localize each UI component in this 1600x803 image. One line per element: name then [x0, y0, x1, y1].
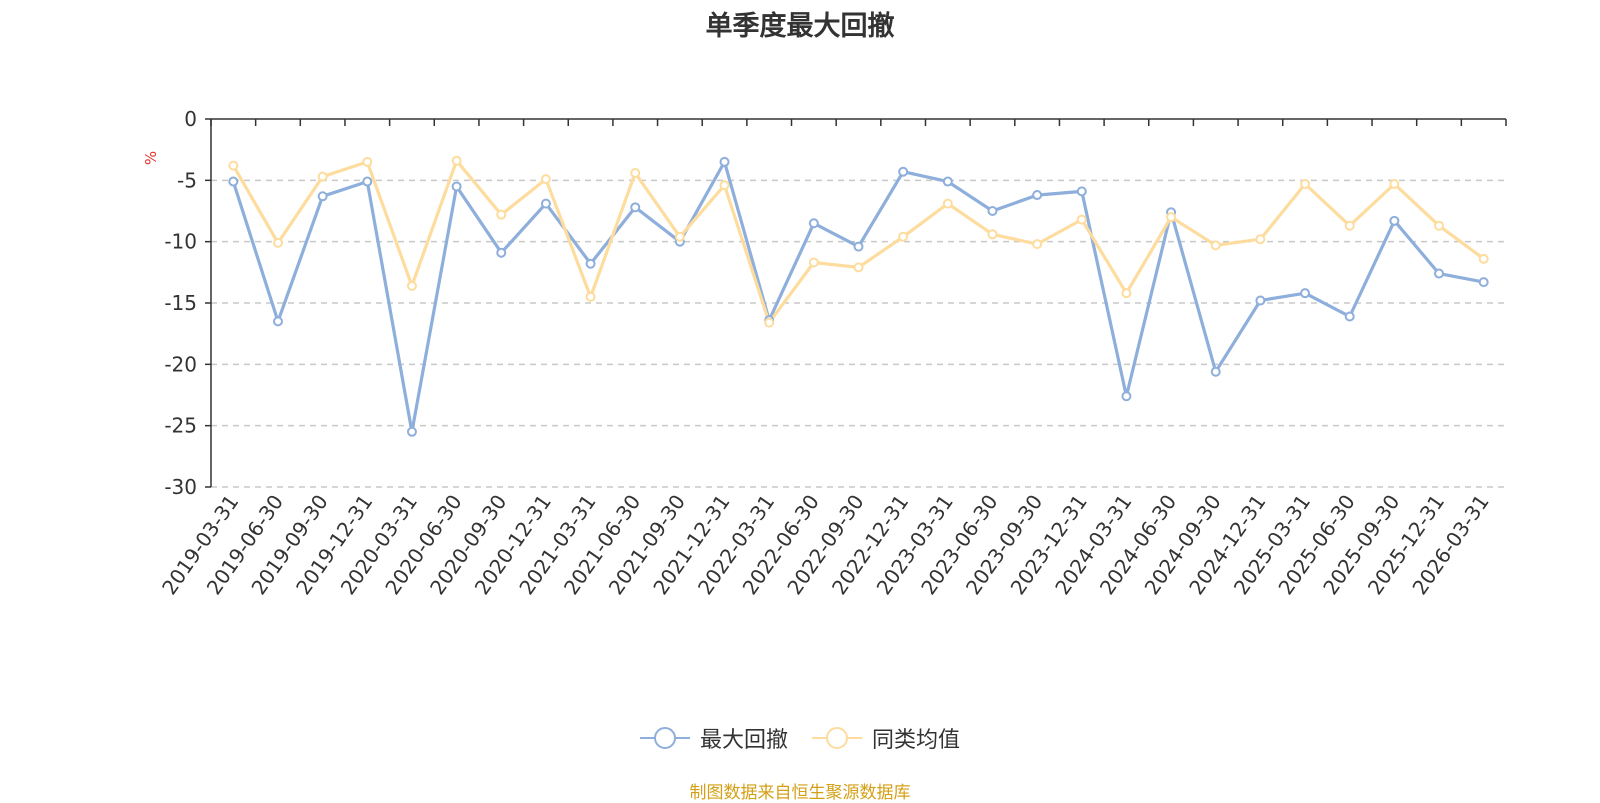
y-tick-label: -10 [164, 230, 197, 254]
data-point-series-1[interactable] [1300, 288, 1311, 299]
y-tick-label: -15 [164, 291, 197, 315]
source-note: 制图数据来自恒生聚源数据库 [689, 783, 911, 803]
data-point-series-2[interactable] [1210, 240, 1221, 251]
data-point-series-2[interactable] [898, 231, 909, 242]
legend-line-circle-icon [812, 727, 862, 749]
data-point-series-2[interactable] [1300, 179, 1311, 190]
data-point-series-2[interactable] [1032, 239, 1043, 250]
data-point-series-2[interactable] [630, 167, 641, 178]
data-point-series-2[interactable] [451, 155, 462, 166]
data-point-series-1[interactable] [808, 218, 819, 229]
data-point-series-2[interactable] [674, 231, 685, 242]
data-point-series-2[interactable] [496, 209, 507, 220]
data-point-series-2[interactable] [853, 262, 864, 273]
y-tick-label: -20 [164, 352, 197, 376]
data-point-series-1[interactable] [1210, 366, 1221, 377]
data-point-series-2[interactable] [228, 160, 239, 171]
data-point-series-2[interactable] [1121, 288, 1132, 299]
data-point-series-2[interactable] [585, 291, 596, 302]
y-tick-label: -5 [177, 168, 197, 192]
series-line-1 [231, 160, 1484, 434]
data-point-series-2[interactable] [1076, 214, 1087, 225]
y-axis-unit: % [142, 151, 160, 165]
data-point-series-2[interactable] [540, 174, 551, 185]
data-point-series-2[interactable] [272, 237, 283, 248]
data-point-series-1[interactable] [1478, 277, 1489, 288]
data-point-series-1[interactable] [228, 176, 239, 187]
data-point-series-1[interactable] [317, 191, 328, 202]
data-point-series-1[interactable] [853, 241, 864, 252]
data-point-series-1[interactable] [451, 181, 462, 192]
legend-line-circle-icon [639, 727, 690, 749]
data-point-series-2[interactable] [1255, 234, 1266, 245]
data-point-series-2[interactable] [808, 257, 819, 268]
data-point-series-1[interactable] [585, 258, 596, 269]
data-point-series-2[interactable] [1478, 253, 1489, 264]
data-point-series-1[interactable] [1076, 186, 1087, 197]
data-point-series-1[interactable] [406, 426, 417, 437]
data-point-series-2[interactable] [406, 280, 417, 291]
data-point-series-2[interactable] [764, 317, 775, 328]
legend-item-series-2[interactable]: 同类均值 [812, 722, 960, 754]
legend: 最大回撤 同类均值 [0, 722, 1600, 754]
data-point-series-2[interactable] [719, 180, 730, 191]
data-point-series-2[interactable] [987, 229, 998, 240]
data-point-series-2[interactable] [1434, 220, 1445, 231]
legend-label: 最大回撤 [699, 728, 788, 753]
data-point-series-1[interactable] [942, 176, 953, 187]
data-point-series-2[interactable] [942, 198, 953, 209]
data-point-series-1[interactable] [898, 166, 909, 177]
data-point-series-1[interactable] [630, 202, 641, 213]
data-point-series-1[interactable] [1434, 268, 1445, 279]
axes [205, 118, 1507, 488]
series-lines [231, 159, 1485, 434]
data-point-series-2[interactable] [317, 171, 328, 182]
data-point-series-1[interactable] [1032, 190, 1043, 201]
data-point-series-1[interactable] [1389, 215, 1400, 226]
data-point-series-1[interactable] [362, 176, 373, 187]
data-point-series-2[interactable] [1166, 212, 1177, 223]
grid-lines [211, 179, 1506, 488]
legend-item-series-1[interactable]: 最大回撤 [639, 722, 788, 754]
data-point-series-1[interactable] [1121, 391, 1132, 402]
data-point-series-1[interactable] [719, 156, 730, 167]
series-points [228, 155, 1489, 437]
data-point-series-2[interactable] [1389, 179, 1400, 190]
y-tick-label: -30 [164, 475, 197, 499]
data-point-series-1[interactable] [496, 247, 507, 258]
data-point-series-1[interactable] [540, 198, 551, 209]
chart-title: 单季度最大回撤 [705, 11, 895, 42]
data-point-series-1[interactable] [272, 316, 283, 327]
y-tick-label: 0 [184, 107, 197, 131]
data-point-series-2[interactable] [1344, 220, 1355, 231]
y-tick-label: -25 [164, 414, 197, 438]
data-point-series-1[interactable] [1344, 311, 1355, 322]
data-point-series-1[interactable] [987, 206, 998, 216]
data-point-series-1[interactable] [1255, 295, 1266, 306]
data-point-series-2[interactable] [362, 156, 373, 167]
legend-label: 同类均值 [872, 728, 961, 753]
